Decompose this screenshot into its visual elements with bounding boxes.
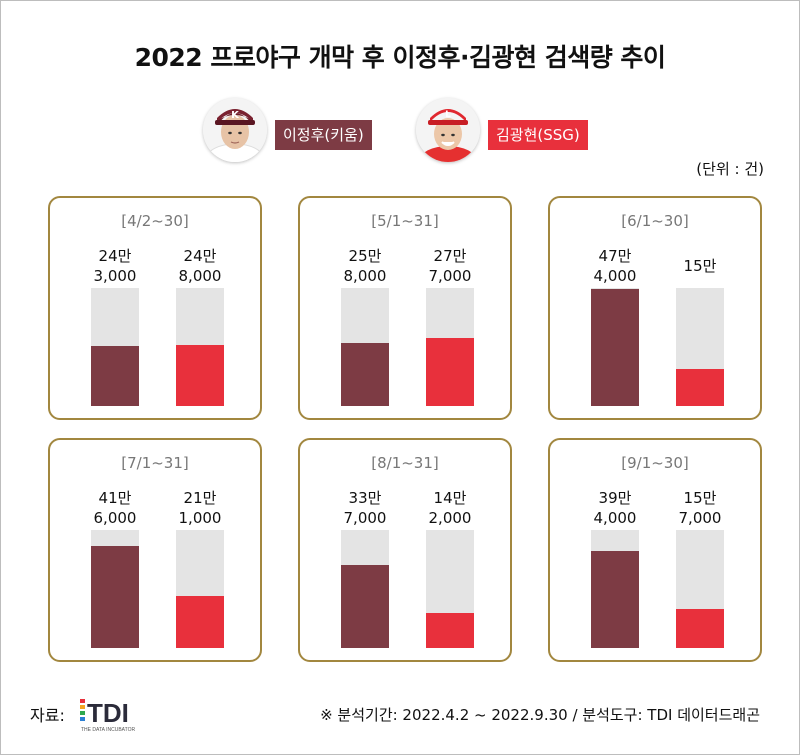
bar-track [591, 530, 639, 648]
chart-panel: [4/2~30] 24만 3,000 24만 8,000 [48, 196, 262, 420]
ssg-player-photo-icon: L [416, 98, 480, 162]
chart-panel: [5/1~31] 25만 8,000 27만 7,000 [298, 196, 512, 420]
bar-lee [591, 289, 639, 406]
value-label-kim: 15만 [683, 257, 717, 275]
bar-track [341, 288, 389, 406]
bar-track [426, 288, 474, 406]
unit-label: (단위 : 건) [696, 160, 764, 178]
svg-text:K: K [231, 110, 240, 121]
value-label-kim: 21만 1,000 [178, 489, 222, 527]
svg-text:L: L [445, 110, 451, 120]
period-label: [8/1~31] [371, 454, 439, 472]
value-label-lee: 25만 8,000 [343, 247, 387, 285]
svg-text:TDI: TDI [87, 698, 129, 728]
bar-kim [426, 338, 474, 406]
bar-lee [591, 551, 639, 648]
analysis-note: ※ 분석기간: 2022.4.2 ~ 2022.9.30 / 분석도구: TDI… [320, 706, 760, 724]
value-label-kim: 15만 7,000 [678, 489, 722, 527]
chart-panel: [9/1~30] 39만 4,000 15만 7,000 [548, 438, 762, 662]
bar-kim [176, 596, 224, 648]
value-label-lee: 47만 4,000 [593, 247, 637, 285]
bar-kim [676, 369, 724, 406]
bar-track [91, 530, 139, 648]
period-label: [4/2~30] [121, 212, 189, 230]
bar-kim [676, 609, 724, 648]
period-label: [9/1~30] [621, 454, 689, 472]
value-label-kim: 27만 7,000 [428, 247, 472, 285]
bar-lee [91, 546, 139, 648]
bar-lee [341, 343, 389, 406]
bar-track [91, 288, 139, 406]
source-label: 자료: [30, 706, 65, 725]
value-label-lee: 41만 6,000 [93, 489, 137, 527]
period-label: [6/1~30] [621, 212, 689, 230]
bar-track [176, 530, 224, 648]
bar-track [176, 288, 224, 406]
value-label-kim: 14만 2,000 [428, 489, 472, 527]
legend-label-kim: 김광현(SSG) [488, 120, 588, 150]
legend-label-lee: 이정후(키움) [275, 120, 372, 150]
bar-track [591, 288, 639, 406]
value-label-lee: 24만 3,000 [93, 247, 137, 285]
legend-item-kim: L 김광현(SSG) [416, 98, 616, 168]
chart-title: 2022 프로야구 개막 후 이정후·김광현 검색량 추이 [134, 43, 666, 72]
tdi-logo-icon: TDI THE DATA INCUBATOR [80, 694, 160, 734]
bar-kim [426, 613, 474, 648]
period-label: [7/1~31] [121, 454, 189, 472]
bar-track [676, 288, 724, 406]
bar-kim [176, 345, 224, 406]
value-label-kim: 24만 8,000 [178, 247, 222, 285]
bar-track [426, 530, 474, 648]
value-label-lee: 33만 7,000 [343, 489, 387, 527]
chart-panel: [7/1~31] 41만 6,000 21만 1,000 [48, 438, 262, 662]
svg-text:THE DATA INCUBATOR: THE DATA INCUBATOR [81, 727, 135, 733]
bar-lee [91, 346, 139, 406]
bar-lee [341, 565, 389, 648]
period-label: [5/1~31] [371, 212, 439, 230]
value-label-lee: 39만 4,000 [593, 489, 637, 527]
chart-panel: [6/1~30] 47만 4,000 15만 [548, 196, 762, 420]
kiwoom-player-photo-icon: K [203, 98, 267, 162]
bar-track [341, 530, 389, 648]
bar-track [676, 530, 724, 648]
chart-panel: [8/1~31] 33만 7,000 14만 2,000 [298, 438, 512, 662]
legend-item-lee: K 이정후(키움) [203, 98, 403, 168]
